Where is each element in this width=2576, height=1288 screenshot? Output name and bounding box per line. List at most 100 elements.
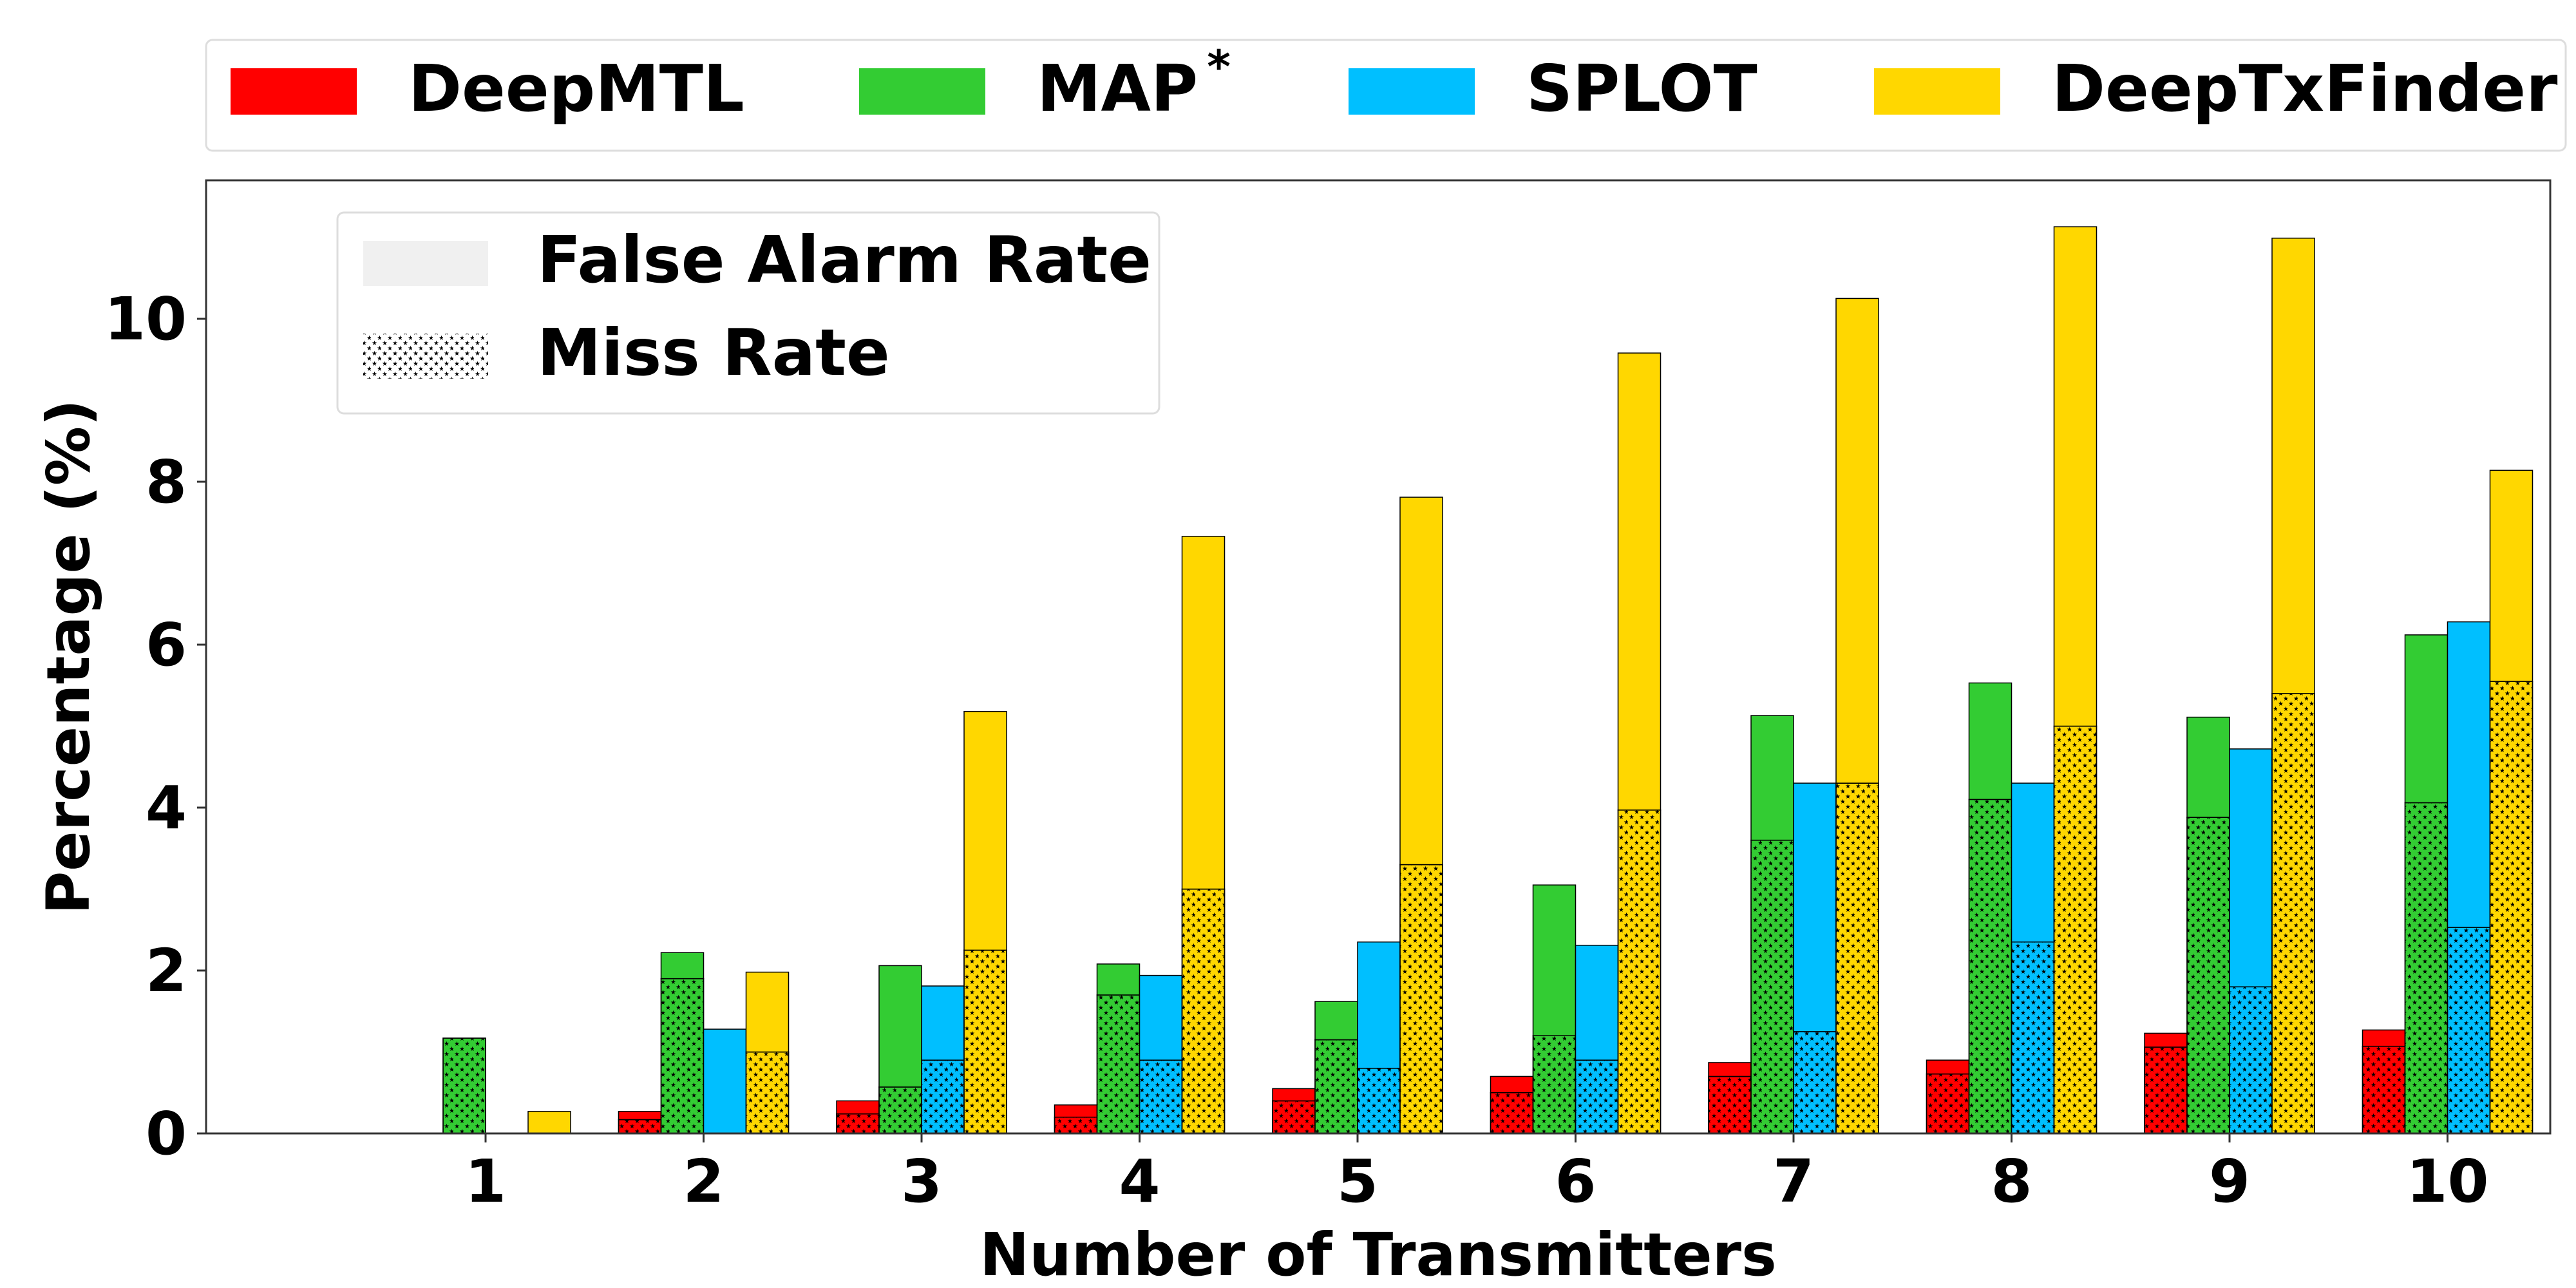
bar-false-alarm-rate: [2053, 226, 2098, 727]
bar-false-alarm-rate: [2271, 238, 2315, 694]
bar-false-alarm-rate: [703, 1028, 747, 1134]
bar-false-alarm-rate: [2144, 1032, 2188, 1048]
metric-legend: False Alarm Rate Miss Rate: [336, 211, 1160, 415]
bar-miss-rate-hatch: [1835, 782, 1879, 1134]
legend-label-superscript: *: [1207, 41, 1231, 93]
metric-legend-frame: [336, 211, 1160, 415]
bar-false-alarm-rate: [2186, 716, 2230, 818]
bar-miss-rate-hatch: [1968, 799, 2012, 1134]
bar-false-alarm-rate: [2404, 634, 2448, 804]
bar-false-alarm-rate: [1708, 1062, 1752, 1077]
legend-swatch: [859, 68, 985, 115]
bar-false-alarm-rate: [2229, 748, 2273, 988]
plot-frame-outline: [205, 179, 2552, 1135]
bar-false-alarm-rate: [1272, 1088, 1316, 1102]
y-tick-label: 6: [146, 611, 187, 679]
legend-label: MAP: [1037, 51, 1198, 126]
bar-miss-rate-hatch: [1314, 1039, 1358, 1134]
x-tick-label: 4: [1119, 1147, 1160, 1216]
bar-miss-rate-hatch: [2271, 693, 2315, 1134]
x-tick-label: 9: [2209, 1147, 2250, 1216]
bar-false-alarm-rate: [1399, 497, 1443, 866]
bar-miss-rate-hatch: [921, 1059, 965, 1134]
bar-miss-rate-hatch: [2362, 1045, 2406, 1134]
bar-false-alarm-rate: [1835, 298, 1879, 784]
bar-miss-rate-hatch: [1532, 1035, 1577, 1134]
bar-false-alarm-rate: [1793, 782, 1837, 1032]
bar-miss-rate-hatch: [1399, 864, 1443, 1134]
x-axis-label: Number of Transmitters: [980, 1220, 1777, 1288]
bar-false-alarm-rate: [1139, 974, 1183, 1061]
bar-false-alarm-rate: [1314, 1001, 1358, 1041]
bar-miss-rate-hatch: [2404, 802, 2448, 1134]
bar-miss-rate-hatch: [1575, 1059, 1619, 1134]
y-axis-ticks: 0 2 4 6 8 10: [104, 285, 206, 1168]
legend-swatch-miss: [363, 334, 488, 379]
bar-miss-rate-hatch: [2229, 986, 2273, 1134]
bar-miss-rate-hatch: [1139, 1059, 1183, 1134]
bar-false-alarm-rate: [2489, 469, 2533, 682]
bar-miss-rate-hatch: [1096, 994, 1141, 1134]
bar-false-alarm-rate: [618, 1111, 662, 1121]
legend-swatch: [1349, 68, 1475, 115]
bar-miss-rate-hatch: [1272, 1100, 1316, 1134]
bar-false-alarm-rate: [878, 965, 922, 1088]
bar-miss-rate-hatch: [2053, 725, 2098, 1134]
bar-miss-rate-hatch: [2447, 927, 2491, 1134]
bar-false-alarm-rate: [921, 985, 965, 1061]
bar-miss-rate-hatch: [1054, 1116, 1098, 1134]
bar-miss-rate-hatch: [836, 1113, 880, 1134]
x-tick-label: 6: [1555, 1147, 1596, 1216]
x-tick-label: 10: [2406, 1147, 2488, 1216]
bar-false-alarm-rate: [1926, 1059, 1970, 1075]
bar-false-alarm-rate: [1575, 945, 1619, 1061]
y-tick-label: 2: [146, 936, 187, 1005]
legend-label: DeepMTL: [408, 51, 744, 126]
bar-false-alarm-rate: [1750, 715, 1794, 841]
bars-layer: [442, 226, 2533, 1134]
x-tick-label: 5: [1337, 1147, 1378, 1216]
bar-miss-rate-hatch: [1357, 1068, 1401, 1134]
x-tick-label: 8: [1991, 1147, 2032, 1216]
metric-legend-label: False Alarm Rate: [537, 222, 1151, 298]
bar-false-alarm-rate: [1532, 884, 1577, 1036]
bar-false-alarm-rate: [2362, 1029, 2406, 1047]
bar-miss-rate-hatch: [1181, 888, 1226, 1134]
method-legend: DeepMTL MAP * SPLOT DeepTxFinder: [205, 39, 2567, 152]
legend-label: SPLOT: [1526, 51, 1757, 126]
metric-legend-label: Miss Rate: [537, 315, 890, 390]
bar-false-alarm-rate: [963, 711, 1007, 951]
bar-miss-rate-hatch: [1926, 1073, 1970, 1134]
bar-false-alarm-rate: [836, 1100, 880, 1115]
bar-miss-rate-hatch: [442, 1037, 486, 1134]
bar-miss-rate-hatch: [878, 1086, 922, 1134]
bar-miss-rate-hatch: [2489, 681, 2533, 1134]
x-tick-label: 1: [465, 1147, 506, 1216]
bar-miss-rate-hatch: [1617, 810, 1662, 1134]
bar-miss-rate-hatch: [1793, 1031, 1837, 1134]
x-tick-label: 7: [1773, 1147, 1814, 1216]
x-tick-label: 2: [683, 1147, 724, 1216]
bar-miss-rate-hatch: [618, 1119, 662, 1134]
bar-false-alarm-rate: [2011, 782, 2055, 943]
bar-false-alarm-rate: [1181, 536, 1226, 890]
bar-miss-rate-hatch: [2144, 1046, 2188, 1134]
bar-false-alarm-rate: [745, 971, 790, 1053]
legend-swatch: [231, 68, 357, 115]
y-axis-label: Percentage (%): [34, 399, 103, 914]
bar-miss-rate-hatch: [963, 949, 1007, 1134]
y-tick-label: 4: [146, 773, 187, 842]
legend-swatch: [1874, 68, 2000, 115]
bar-false-alarm-rate: [1096, 963, 1141, 996]
bar-false-alarm-rate: [1617, 352, 1662, 811]
x-tick-label: 3: [901, 1147, 942, 1216]
bar-miss-rate-hatch: [745, 1051, 790, 1134]
legend-label: DeepTxFinder: [2052, 51, 2558, 126]
y-tick-label: 8: [146, 448, 187, 516]
bar-false-alarm-rate: [1054, 1104, 1098, 1118]
y-tick-label: 0: [146, 1099, 187, 1168]
bar-false-alarm-rate: [1968, 682, 2012, 800]
legend-swatch-false-alarm: [363, 241, 488, 286]
